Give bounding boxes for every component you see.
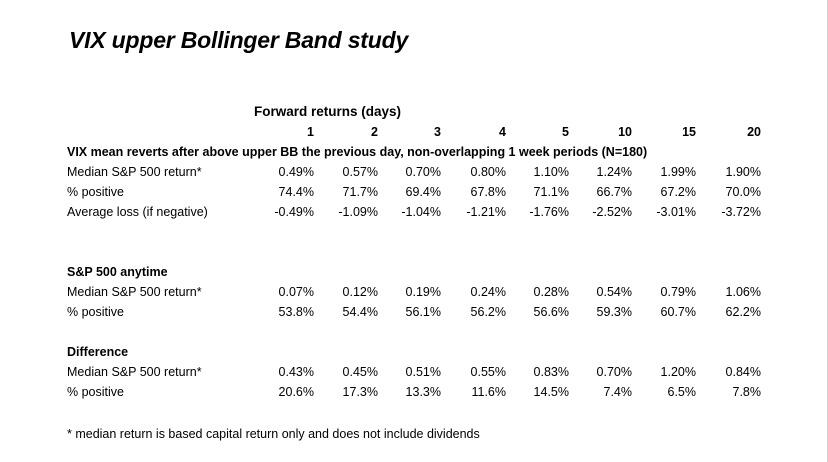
table-cell: 71.7% bbox=[342, 185, 378, 199]
table-row: % positive 53.8% 54.4% 56.1% 56.2% 56.6%… bbox=[0, 302, 828, 322]
table-cell: -1.04% bbox=[401, 205, 441, 219]
footnote: * median return is based capital return … bbox=[67, 427, 480, 441]
table-cell: 0.24% bbox=[470, 285, 506, 299]
section-heading-row: S&P 500 anytime bbox=[0, 262, 828, 282]
table-cell: -3.01% bbox=[656, 205, 696, 219]
table-cell: 0.12% bbox=[342, 285, 378, 299]
table-cell: 1.90% bbox=[725, 165, 761, 179]
column-header: 20 bbox=[747, 125, 761, 139]
section-heading: S&P 500 anytime bbox=[67, 265, 168, 279]
table-cell: 56.6% bbox=[533, 305, 569, 319]
table-cell: 0.51% bbox=[405, 365, 441, 379]
table-row: Median S&P 500 return* 0.43% 0.45% 0.51%… bbox=[0, 362, 828, 382]
table-row: Median S&P 500 return* 0.49% 0.57% 0.70%… bbox=[0, 162, 828, 182]
column-header: 3 bbox=[434, 125, 441, 139]
table-cell: 59.3% bbox=[596, 305, 632, 319]
table-cell: 1.20% bbox=[660, 365, 696, 379]
table-cell: 74.4% bbox=[278, 185, 314, 199]
column-header: 15 bbox=[682, 125, 696, 139]
table-cell: 0.80% bbox=[470, 165, 506, 179]
table-cell: -2.52% bbox=[592, 205, 632, 219]
table-cell: -1.76% bbox=[529, 205, 569, 219]
table-cell: 14.5% bbox=[533, 385, 569, 399]
column-header: 1 bbox=[307, 125, 314, 139]
table-cell: 0.84% bbox=[725, 365, 761, 379]
table-cell: 0.43% bbox=[278, 365, 314, 379]
table-cell: 7.8% bbox=[732, 385, 762, 399]
table-cell: 7.4% bbox=[603, 385, 633, 399]
table-cell: 1.99% bbox=[660, 165, 696, 179]
row-label: Median S&P 500 return* bbox=[67, 165, 202, 179]
table-cell: 1.06% bbox=[725, 285, 761, 299]
row-label: % positive bbox=[67, 185, 124, 199]
table-cell: -1.21% bbox=[466, 205, 506, 219]
row-label: Median S&P 500 return* bbox=[67, 365, 202, 379]
table-cell: 66.7% bbox=[596, 185, 632, 199]
table-row: Median S&P 500 return* 0.07% 0.12% 0.19%… bbox=[0, 282, 828, 302]
section-heading-row: VIX mean reverts after above upper BB th… bbox=[0, 142, 828, 162]
table-cell: 0.28% bbox=[533, 285, 569, 299]
table-row: Average loss (if negative) -0.49% -1.09%… bbox=[0, 202, 828, 222]
table-cell: 0.57% bbox=[342, 165, 378, 179]
table-cell: 0.49% bbox=[278, 165, 314, 179]
table-cell: 0.70% bbox=[596, 365, 632, 379]
table-cell: 71.1% bbox=[533, 185, 569, 199]
table-cell: 0.07% bbox=[278, 285, 314, 299]
table-cell: 17.3% bbox=[342, 385, 378, 399]
table-cell: -3.72% bbox=[721, 205, 761, 219]
table-cell: -1.09% bbox=[338, 205, 378, 219]
section-heading-row: Difference bbox=[0, 342, 828, 362]
table-cell: 0.70% bbox=[405, 165, 441, 179]
row-label: % positive bbox=[67, 385, 124, 399]
table-cell: 13.3% bbox=[405, 385, 441, 399]
table-row: % positive 74.4% 71.7% 69.4% 67.8% 71.1%… bbox=[0, 182, 828, 202]
table-cell: 1.10% bbox=[533, 165, 569, 179]
section-heading: Difference bbox=[67, 345, 129, 359]
column-header: 10 bbox=[618, 125, 632, 139]
table-cell: 53.8% bbox=[278, 305, 314, 319]
section-heading: VIX mean reverts after above upper BB th… bbox=[67, 145, 648, 159]
table-cell: 1.24% bbox=[596, 165, 632, 179]
column-header: 5 bbox=[562, 125, 569, 139]
table-cell: 60.7% bbox=[660, 305, 696, 319]
table-cell: 0.79% bbox=[660, 285, 696, 299]
row-label: % positive bbox=[67, 305, 124, 319]
table-cell: 67.2% bbox=[660, 185, 696, 199]
table-cell: 62.2% bbox=[725, 305, 761, 319]
table-cell: 20.6% bbox=[278, 385, 314, 399]
column-header: 4 bbox=[499, 125, 506, 139]
table-cell: 0.19% bbox=[405, 285, 441, 299]
column-header-row: 1 2 3 4 5 10 15 20 bbox=[0, 122, 828, 142]
table-cell: 0.45% bbox=[342, 365, 378, 379]
table-cell: -0.49% bbox=[274, 205, 314, 219]
table-cell: 56.1% bbox=[405, 305, 441, 319]
page-title: VIX upper Bollinger Band study bbox=[69, 27, 409, 53]
table-cell: 54.4% bbox=[342, 305, 378, 319]
table-cell: 69.4% bbox=[405, 185, 441, 199]
column-header: 2 bbox=[371, 125, 378, 139]
table-cell: 0.55% bbox=[470, 365, 506, 379]
table-row: % positive 20.6% 17.3% 13.3% 11.6% 14.5%… bbox=[0, 382, 828, 402]
table-cell: 0.83% bbox=[533, 365, 569, 379]
table-cell: 67.8% bbox=[470, 185, 506, 199]
table-cell: 11.6% bbox=[471, 385, 506, 399]
table-cell: 56.2% bbox=[470, 305, 506, 319]
row-label: Median S&P 500 return* bbox=[67, 285, 202, 299]
forward-returns-header: Forward returns (days) bbox=[254, 104, 402, 119]
table-cell: 70.0% bbox=[725, 185, 761, 199]
table-cell: 6.5% bbox=[667, 385, 697, 399]
table-cell: 0.54% bbox=[596, 285, 632, 299]
row-label: Average loss (if negative) bbox=[67, 205, 208, 219]
